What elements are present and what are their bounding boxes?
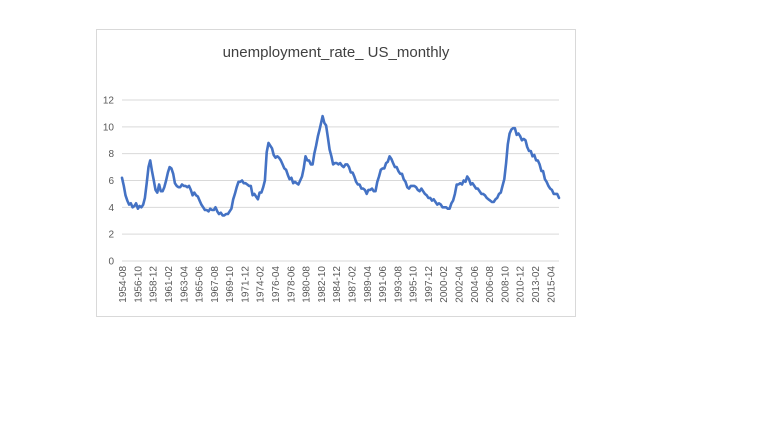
x-tick-label: 1956-10 bbox=[133, 266, 144, 303]
y-tick-label: 6 bbox=[108, 176, 114, 187]
x-tick-label: 1965-06 bbox=[195, 266, 206, 303]
gridlines bbox=[122, 99, 559, 262]
series-line-unemployment-rate bbox=[120, 114, 561, 217]
x-tick-label: 2008-10 bbox=[500, 266, 511, 303]
x-tick-label: 1978-06 bbox=[286, 266, 297, 303]
y-tick-label: 0 bbox=[108, 257, 114, 268]
x-tick-label: 1993-08 bbox=[393, 266, 404, 303]
x-tick-label: 1971-12 bbox=[240, 266, 251, 303]
x-axis-tick-labels: 1954-08 1956-10 1958-12 1961-02 1963-04 1965-… bbox=[118, 266, 557, 303]
series-layer bbox=[120, 114, 561, 217]
x-tick-label: 1991-06 bbox=[378, 266, 389, 303]
x-tick-label: 1987-02 bbox=[347, 266, 358, 303]
y-tick-label: 4 bbox=[108, 203, 114, 214]
x-tick-label: 2010-12 bbox=[516, 266, 527, 303]
y-tick-label: 10 bbox=[103, 122, 115, 133]
chart-svg: unemployment_rate_ US_monthly 024681012 … bbox=[103, 44, 561, 303]
x-tick-label: 1976-04 bbox=[271, 266, 282, 303]
x-tick-label: 2006-08 bbox=[485, 266, 496, 303]
x-tick-label: 1997-12 bbox=[424, 266, 435, 303]
x-tick-label: 2015-04 bbox=[546, 266, 557, 303]
x-tick-label: 2004-06 bbox=[470, 266, 481, 303]
y-axis-tick-labels: 0 2 4 6 8 10 12 bbox=[103, 96, 115, 268]
y-tick-label: 12 bbox=[103, 96, 115, 107]
chart-title: unemployment_rate_ US_monthly bbox=[223, 44, 450, 61]
x-tick-label: 2000-02 bbox=[439, 266, 450, 303]
x-tick-label: 1980-08 bbox=[302, 266, 313, 303]
x-tick-label: 1995-10 bbox=[409, 266, 420, 303]
x-tick-label: 2013-02 bbox=[531, 266, 542, 303]
x-tick-label: 1958-12 bbox=[149, 266, 160, 303]
y-tick-label: 8 bbox=[108, 149, 114, 160]
x-tick-label: 1982-10 bbox=[317, 266, 328, 303]
x-tick-label: 1969-10 bbox=[225, 266, 236, 303]
x-tick-label: 1961-02 bbox=[164, 266, 175, 303]
x-tick-label: 1984-12 bbox=[332, 266, 343, 303]
x-tick-label: 1963-04 bbox=[179, 266, 190, 303]
y-tick-label: 2 bbox=[108, 230, 114, 241]
chart-area: unemployment_rate_ US_monthly 0 2 4 6 8 10 12 … bbox=[96, 29, 576, 317]
x-tick-label: 2002-04 bbox=[455, 266, 466, 303]
x-tick-label: 1989-04 bbox=[363, 266, 374, 303]
x-tick-label: 1967-08 bbox=[210, 266, 221, 303]
x-tick-label: 1954-08 bbox=[118, 266, 129, 303]
x-tick-label: 1974-02 bbox=[256, 266, 267, 303]
